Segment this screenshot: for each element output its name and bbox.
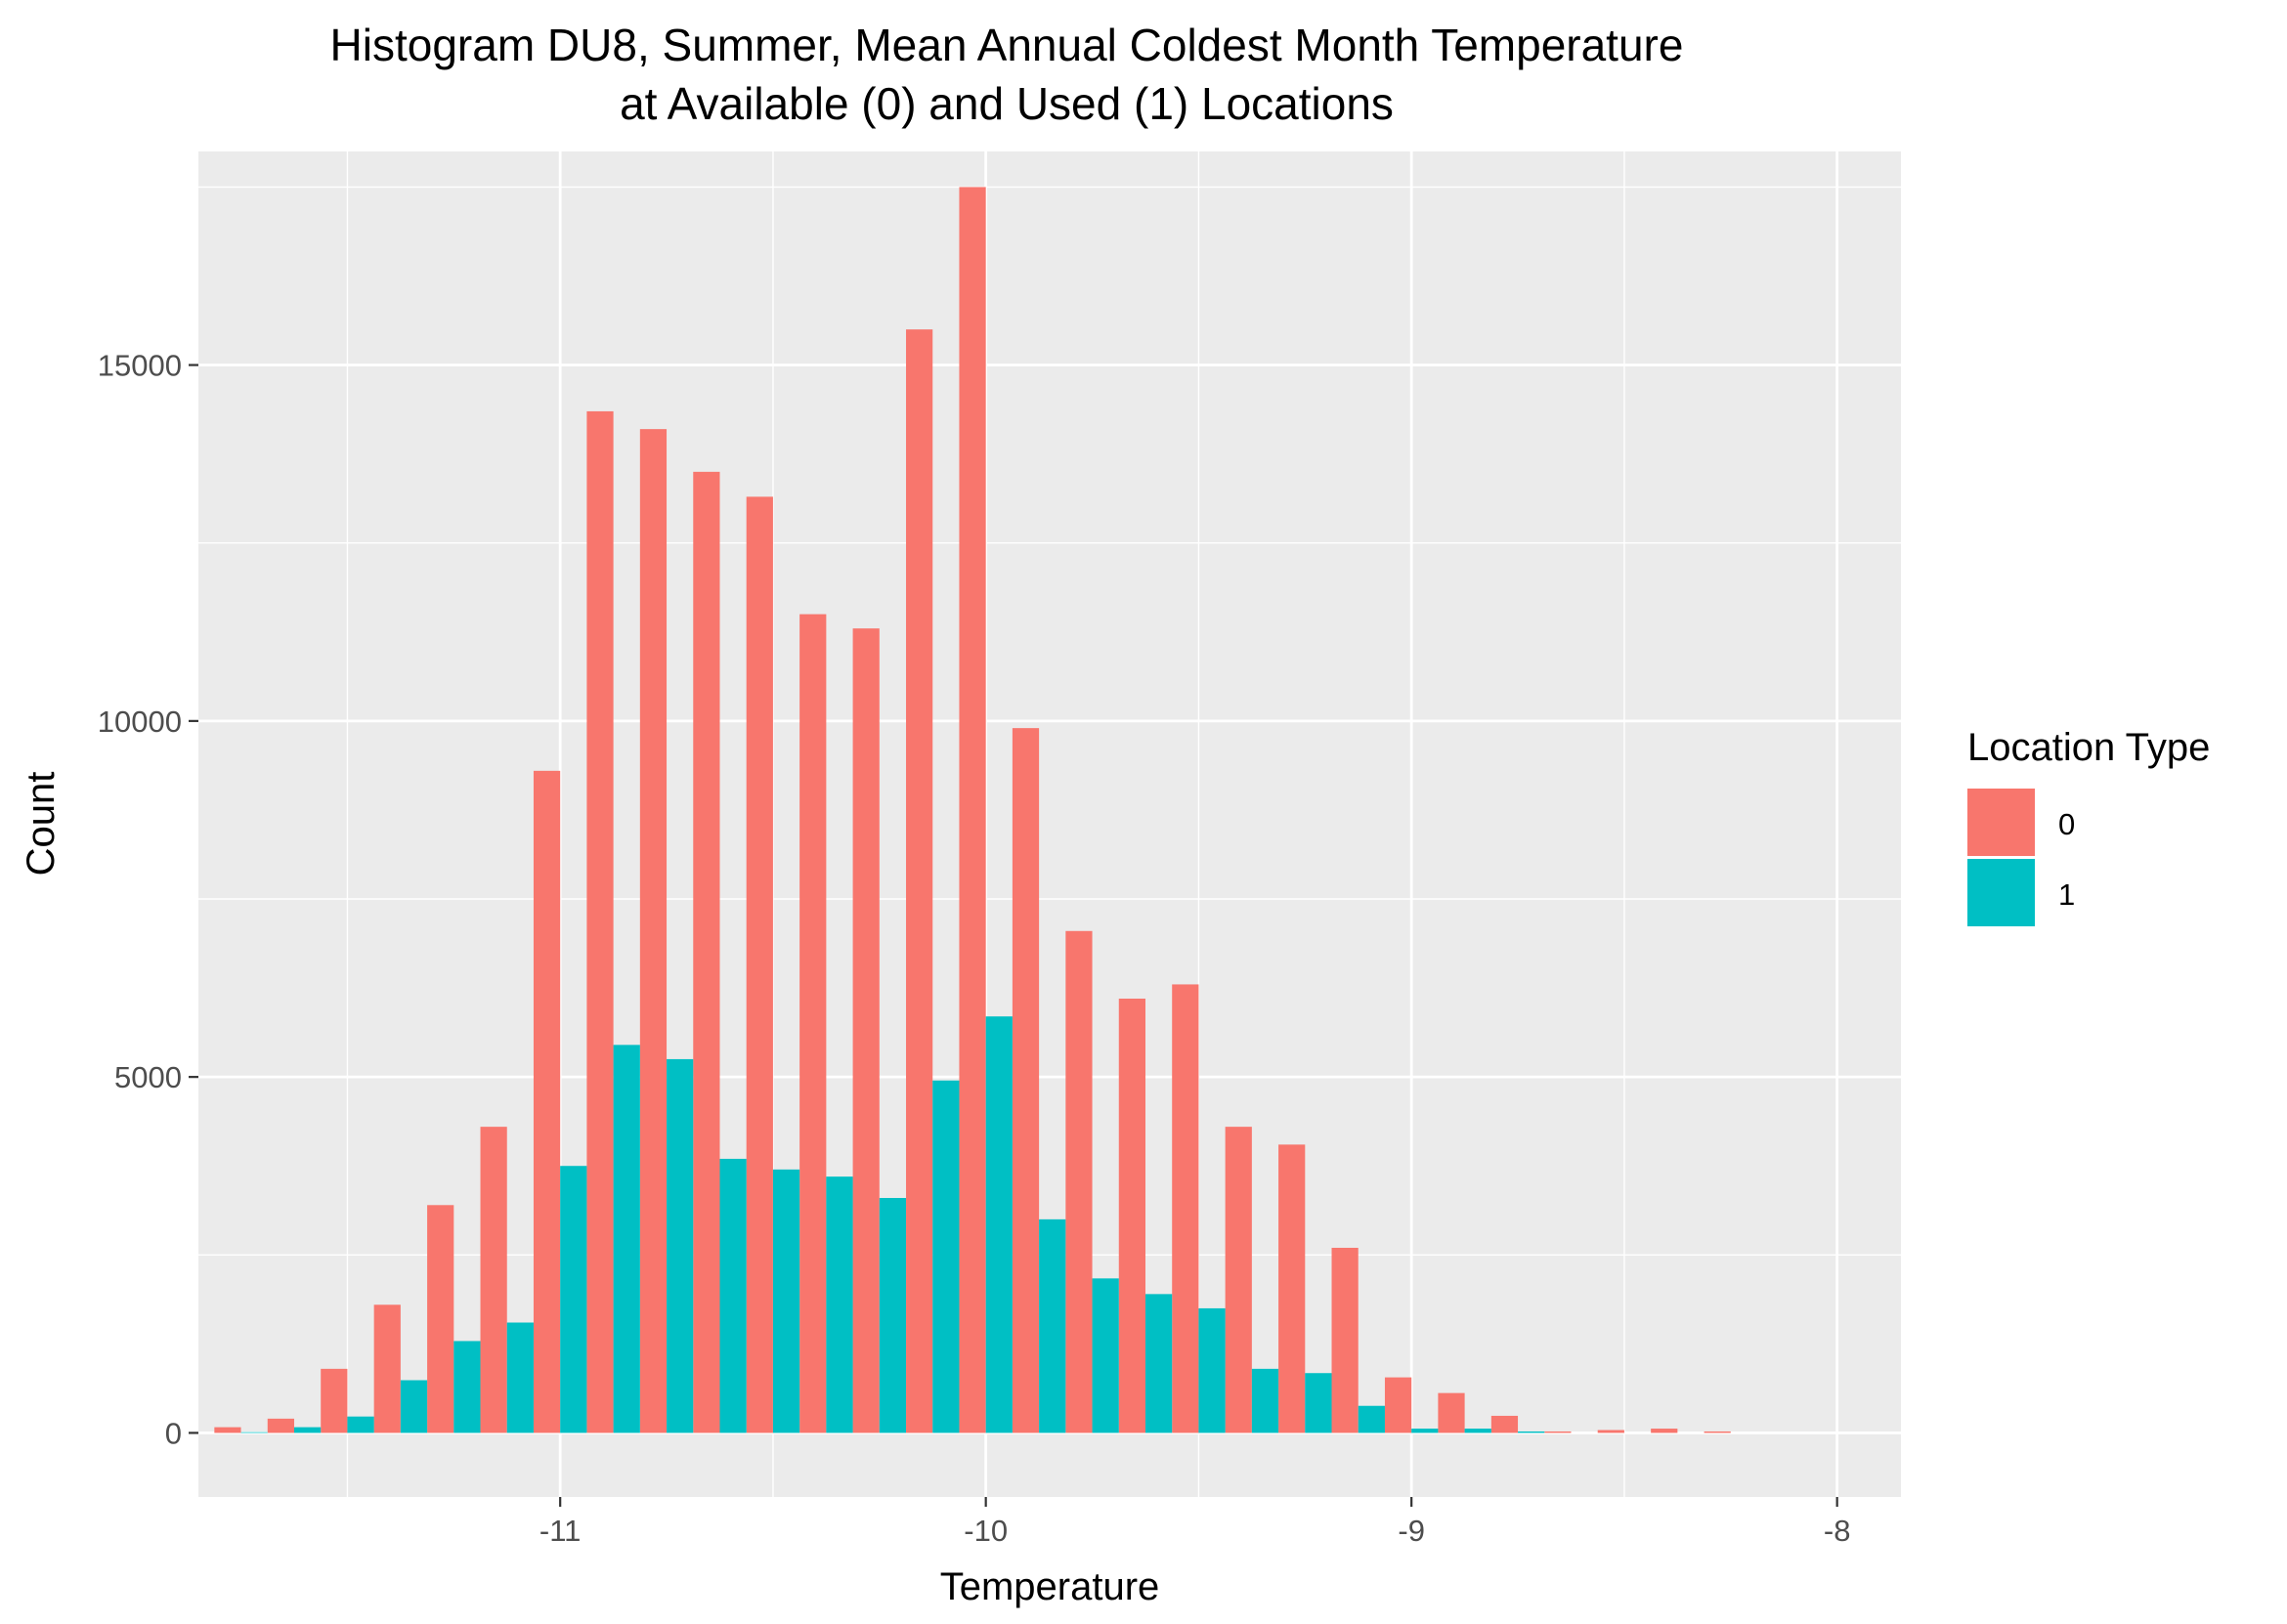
bar-series-1-bin-17 — [1144, 1294, 1173, 1433]
bar-series-1-bin-11 — [826, 1176, 853, 1433]
chart-title-line-1: Histogram DU8, Summer, Mean Annual Colde… — [330, 20, 1684, 70]
bar-series-1-bin-12 — [879, 1198, 907, 1433]
bar-series-0-bin-27 — [1651, 1429, 1678, 1433]
chart-title-line-2: at Available (0) and Used (1) Locations — [620, 78, 1394, 129]
bar-series-1-bin-18 — [1198, 1307, 1226, 1433]
bar-series-0-bin-13 — [906, 329, 933, 1433]
bar-series-0-bin-26 — [1597, 1430, 1624, 1433]
y-tick-label-2: 10000 — [98, 705, 182, 739]
y-axis-title: Count — [20, 772, 63, 876]
bar-series-1-bin-16 — [1092, 1278, 1119, 1433]
bar-series-0-bin-6 — [533, 770, 561, 1433]
x-tick-label-1: -10 — [964, 1514, 1008, 1548]
legend-label-1: 1 — [2058, 877, 2075, 912]
bar-series-1-bin-23 — [1464, 1429, 1491, 1433]
legend-label-0: 0 — [2058, 807, 2075, 841]
y-tick-label-0: 0 — [165, 1416, 182, 1450]
bar-series-0-bin-24 — [1490, 1415, 1519, 1433]
bar-series-1-bin-13 — [932, 1080, 960, 1433]
bar-series-1-bin-8 — [667, 1058, 694, 1433]
histogram-bars — [214, 187, 1731, 1433]
legend-key-1 — [1967, 859, 2035, 926]
bar-series-1-bin-10 — [772, 1169, 800, 1433]
bar-series-1-bin-21 — [1358, 1405, 1385, 1433]
y-axis-ticks: 0 5000 10000 15000 — [98, 349, 198, 1450]
y-tick-label-3: 15000 — [98, 349, 182, 383]
bar-series-1-bin-7 — [613, 1045, 640, 1433]
bar-series-0-bin-5 — [480, 1127, 507, 1433]
bar-series-0-bin-19 — [1225, 1127, 1252, 1433]
x-tick-label-0: -11 — [539, 1514, 582, 1548]
bar-series-0-bin-11 — [799, 614, 827, 1433]
bar-series-0-bin-9 — [693, 471, 720, 1433]
bar-series-1-bin-1 — [293, 1427, 322, 1433]
bar-series-0-bin-16 — [1065, 930, 1093, 1433]
bar-series-0-bin-23 — [1438, 1392, 1465, 1433]
x-axis-title: Temperature — [940, 1565, 1160, 1608]
bar-series-0-bin-12 — [852, 628, 880, 1433]
bar-series-1-bin-15 — [1039, 1218, 1066, 1433]
bar-series-0-bin-0 — [214, 1427, 241, 1433]
bar-series-0-bin-18 — [1172, 984, 1199, 1433]
bar-series-0-bin-22 — [1384, 1377, 1412, 1433]
bar-series-1-bin-14 — [985, 1016, 1013, 1433]
bar-series-1-bin-9 — [719, 1158, 747, 1433]
bar-series-0-bin-3 — [373, 1304, 401, 1433]
bar-series-0-bin-21 — [1331, 1248, 1359, 1433]
legend: Location Type 0 1 — [1967, 726, 2210, 926]
bar-series-1-bin-2 — [347, 1416, 374, 1433]
x-tick-label-3: -8 — [1824, 1514, 1851, 1548]
bar-series-1-bin-3 — [400, 1380, 428, 1433]
bar-series-0-bin-2 — [321, 1368, 348, 1433]
bar-series-0-bin-7 — [586, 410, 614, 1433]
legend-key-0 — [1967, 789, 2035, 856]
bar-series-0-bin-4 — [427, 1205, 454, 1433]
bar-series-1-bin-22 — [1411, 1429, 1439, 1433]
bar-series-1-bin-5 — [506, 1322, 534, 1433]
bar-series-0-bin-14 — [959, 187, 986, 1433]
bar-series-0-bin-20 — [1278, 1144, 1306, 1433]
bar-series-0-bin-17 — [1118, 999, 1145, 1433]
bar-series-0-bin-10 — [746, 496, 773, 1433]
y-tick-label-1: 5000 — [114, 1060, 182, 1094]
bar-series-1-bin-20 — [1305, 1373, 1332, 1433]
x-tick-label-2: -9 — [1398, 1514, 1425, 1548]
bar-series-0-bin-8 — [639, 429, 668, 1433]
bar-series-1-bin-19 — [1251, 1368, 1279, 1433]
bar-series-0-bin-1 — [267, 1418, 294, 1433]
x-axis-ticks: -11 -10 -9 -8 — [539, 1497, 1851, 1548]
bar-series-1-bin-4 — [453, 1341, 481, 1433]
legend-title: Location Type — [1967, 726, 2210, 769]
bar-series-0-bin-15 — [1012, 728, 1040, 1433]
bar-series-1-bin-6 — [560, 1166, 587, 1433]
bar-series-1-bin-0 — [240, 1432, 268, 1433]
